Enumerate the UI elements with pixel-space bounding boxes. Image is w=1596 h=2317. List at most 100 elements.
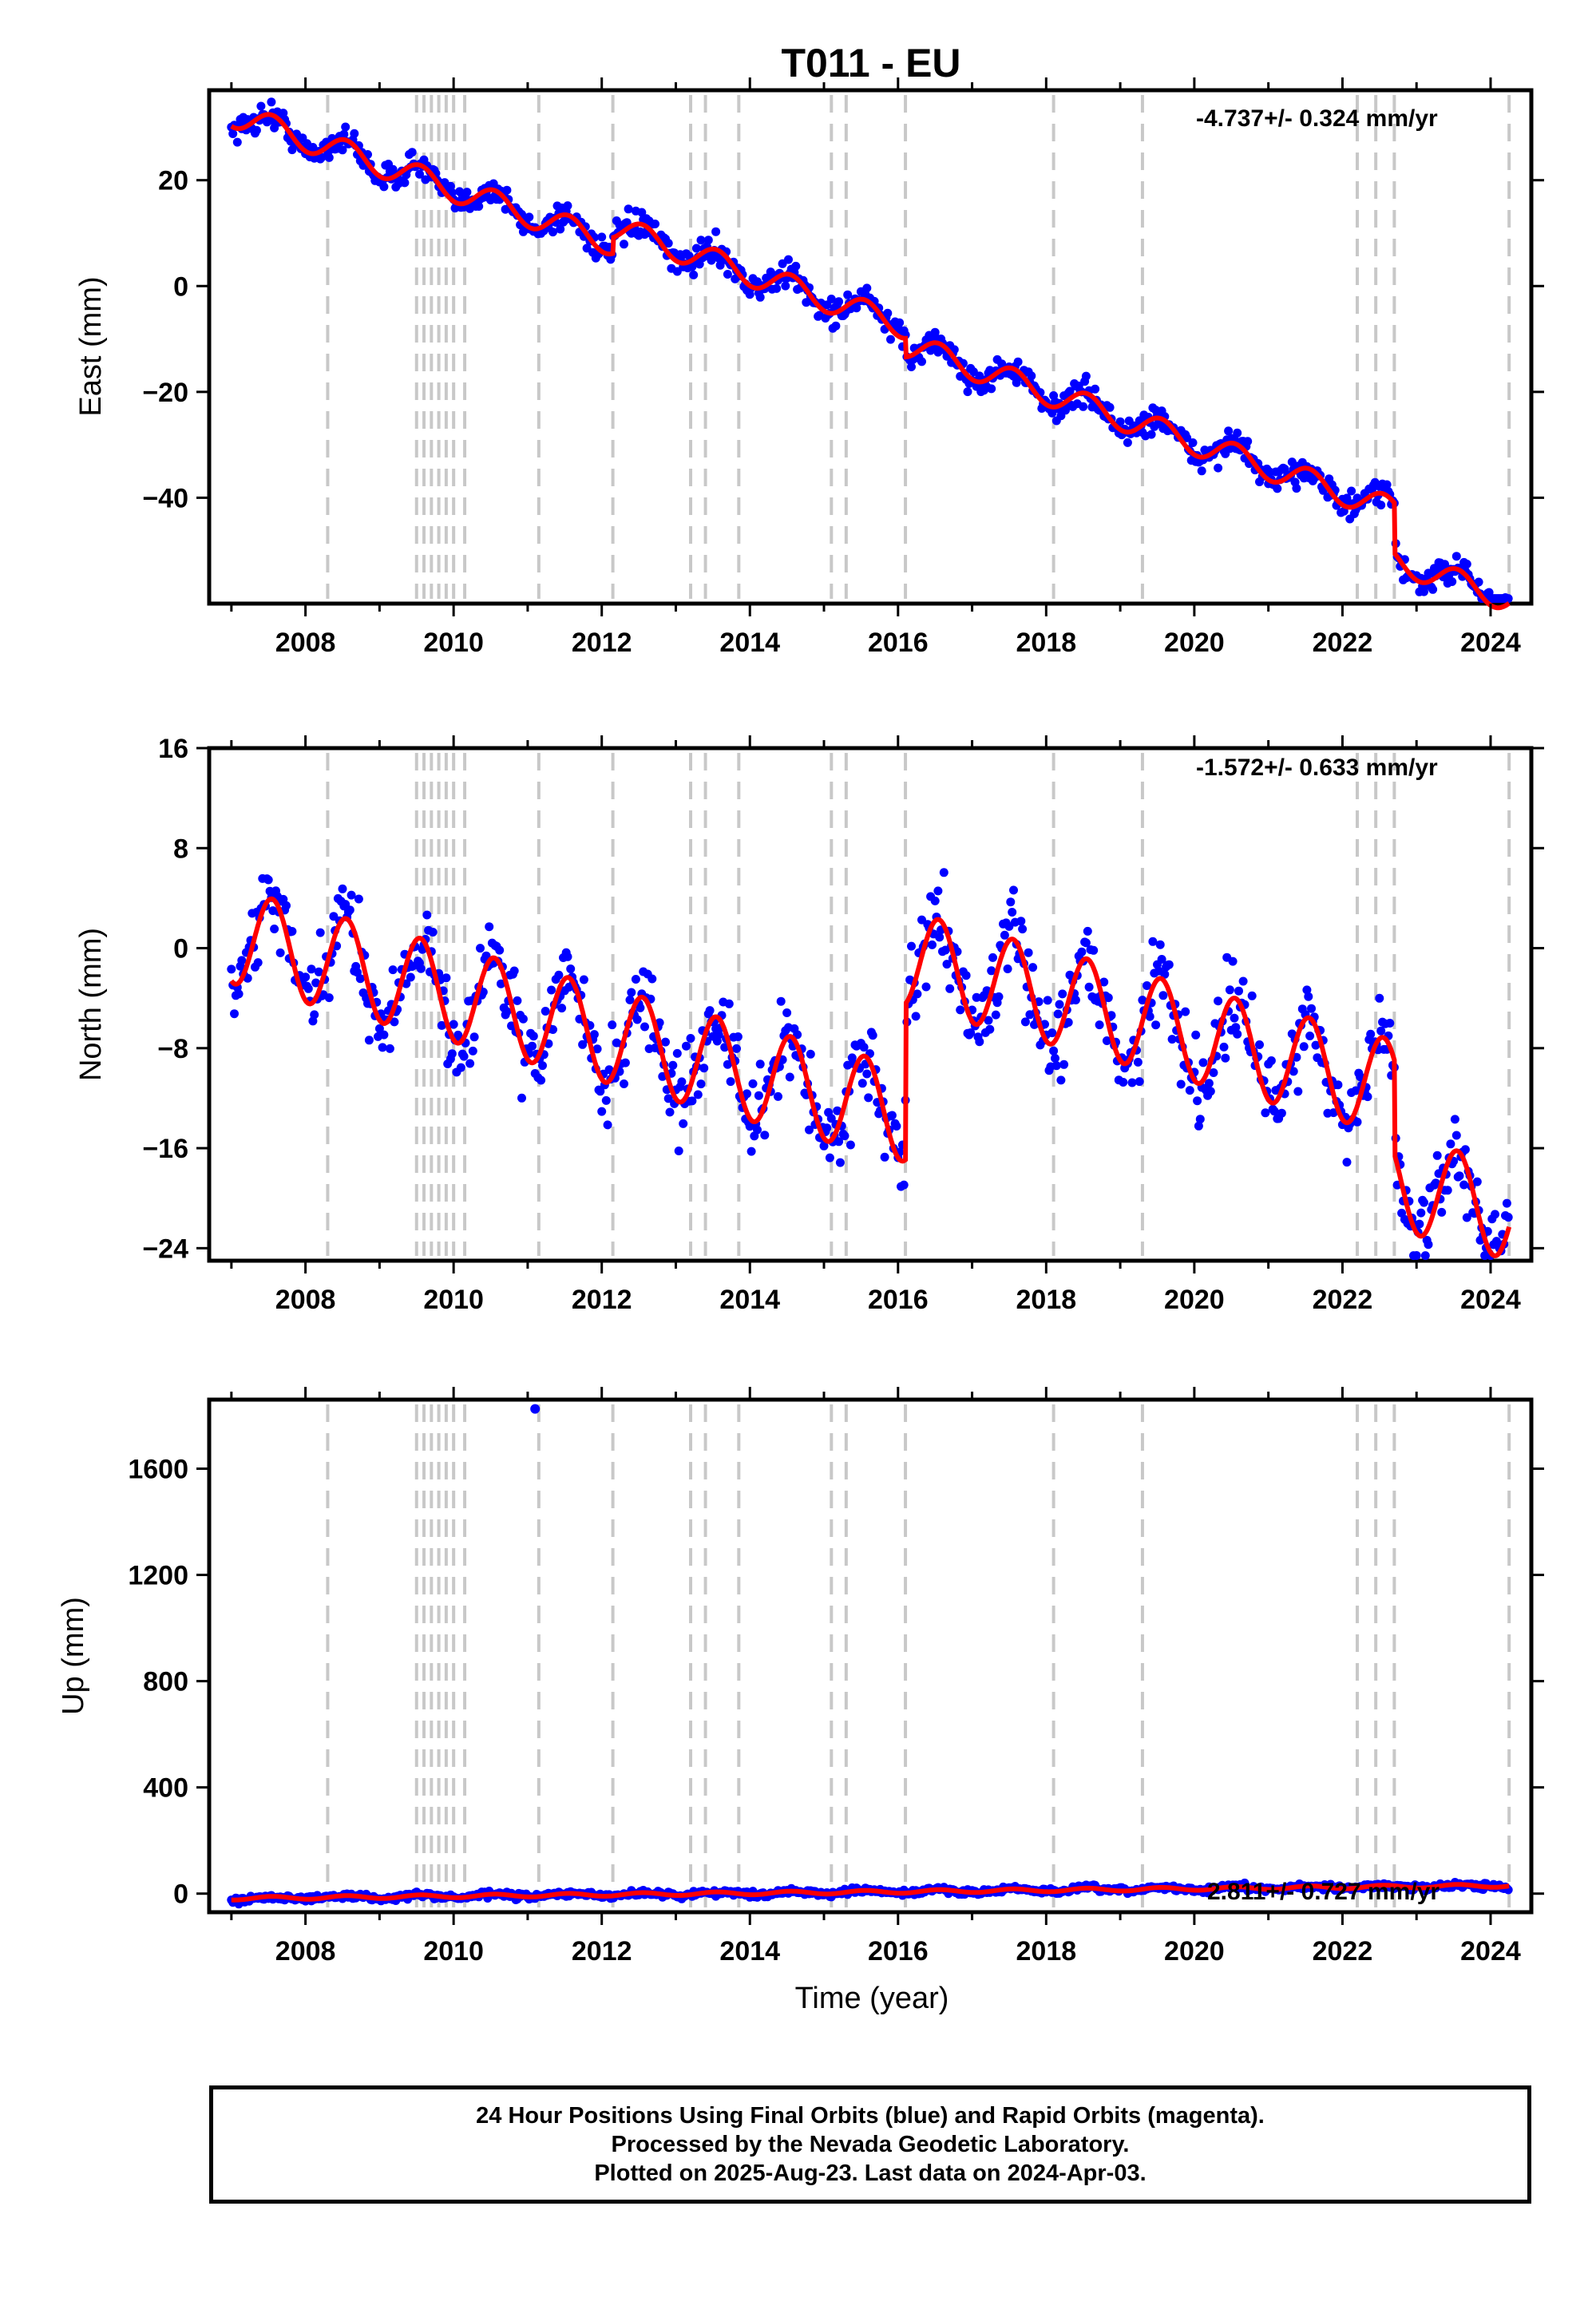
north-data-point [538, 1061, 547, 1071]
north-x-tick-label: 2010 [423, 1285, 484, 1315]
east-data-point [1273, 484, 1282, 493]
north-data-point [1206, 1087, 1215, 1096]
north-data-point [1459, 1180, 1469, 1190]
north-data-point [1209, 1068, 1218, 1077]
north-data-point [449, 1020, 458, 1029]
north-data-point [640, 1022, 649, 1032]
north-data-point [857, 1079, 867, 1088]
north-data-point [1269, 1107, 1279, 1116]
up-x-tick-label: 2016 [868, 1936, 929, 1966]
north-data-point [994, 992, 1004, 1001]
north-data-point [1450, 1115, 1459, 1124]
north-data-point [1225, 985, 1234, 995]
north-data-point [1195, 1115, 1205, 1124]
north-data-point [1472, 1177, 1482, 1186]
north-data-point [549, 1025, 557, 1034]
north-data-point [1266, 1056, 1276, 1065]
north-data-point [687, 1096, 697, 1106]
north-data-point [696, 1079, 706, 1089]
north-data-point [1095, 1020, 1104, 1030]
footer-line-orbits: 24 Hour Positions Using Final Orbits (bl… [476, 2103, 1265, 2129]
north-data-point [1055, 1000, 1064, 1009]
north-data-point [928, 940, 937, 949]
east-plot-frame [207, 88, 1534, 606]
north-x-tick-label: 2018 [1016, 1285, 1077, 1315]
east-x-tick-label: 2008 [275, 628, 336, 658]
north-data-point [668, 1060, 678, 1070]
north-data-point [388, 965, 398, 975]
east-data-point [696, 236, 706, 245]
north-data-point [282, 901, 291, 910]
north-data-point [1009, 885, 1018, 895]
north-data-point [1119, 1078, 1128, 1087]
north-data-point [966, 1028, 976, 1037]
north-data-point [945, 984, 955, 993]
east-data-point [556, 224, 565, 234]
north-x-tick-label: 2024 [1460, 1285, 1521, 1315]
east-data-point [597, 232, 607, 242]
north-data-point [1228, 957, 1238, 966]
north-data-point [782, 1008, 792, 1017]
up-x-tick-label: 2012 [572, 1936, 632, 1966]
north-data-point [234, 989, 244, 999]
north-data-point [1051, 1054, 1059, 1063]
east-data-point [1188, 438, 1198, 447]
north-rate-label: -1.572+/- 0.633 mm/yr [1196, 755, 1438, 781]
east-data-point [1079, 402, 1088, 411]
east-data-point [987, 384, 996, 394]
north-data-point [636, 1003, 645, 1012]
north-data-point [437, 1020, 446, 1030]
north-x-tick-label: 2020 [1164, 1285, 1225, 1315]
north-data-point [1333, 1080, 1343, 1090]
north-data-point [416, 964, 426, 973]
north-data-point [1063, 1018, 1073, 1027]
north-data-point [1099, 977, 1109, 987]
north-data-point [547, 985, 556, 995]
north-data-point [355, 974, 365, 984]
north-data-point [826, 1114, 836, 1123]
north-data-point [303, 984, 313, 993]
north-data-point [1000, 930, 1009, 940]
north-data-point [699, 1063, 709, 1073]
north-data-point [311, 978, 321, 988]
north-data-point [307, 964, 316, 974]
east-data-point [1292, 484, 1301, 493]
east-data-point [883, 308, 893, 318]
north-data-point [1352, 1117, 1362, 1127]
east-data-point [1243, 437, 1253, 446]
north-data-point [275, 948, 285, 957]
north-data-point [315, 928, 325, 937]
north-data-point [1138, 996, 1147, 1005]
north-y-tick-label: −16 [142, 1134, 188, 1164]
north-data-point [733, 1032, 743, 1041]
north-data-point [227, 964, 236, 974]
east-y-tick-label: 0 [173, 271, 188, 302]
north-data-point [1446, 1139, 1455, 1149]
north-data-point [913, 989, 922, 999]
north-data-point [625, 995, 635, 1004]
north-data-point [1089, 945, 1099, 955]
north-data-point [1176, 1079, 1186, 1089]
north-data-point [753, 1125, 762, 1135]
north-data-point [428, 928, 438, 937]
north-data-point [1307, 1004, 1316, 1013]
north-data-point [988, 953, 997, 962]
north-data-point [840, 1131, 849, 1141]
east-y-tick-label: −40 [142, 483, 188, 513]
north-data-point [835, 1158, 845, 1167]
north-data-point [724, 999, 734, 1008]
north-data-point [1155, 940, 1165, 949]
up-offset-lines [326, 1404, 1511, 1907]
east-model-line [230, 112, 1511, 611]
east-x-tick-label: 2014 [719, 628, 780, 658]
east-data-point [672, 267, 682, 276]
north-y-tick-label: −8 [157, 1034, 188, 1064]
east-model-path [230, 112, 1511, 611]
north-data-point [1043, 996, 1052, 1005]
north-data-point [834, 1137, 844, 1147]
up-y-tick-label: 0 [173, 1879, 188, 1910]
east-data-point [963, 387, 972, 397]
north-data-point [1415, 1219, 1424, 1229]
north-data-point [406, 972, 415, 982]
east-data-point [1347, 486, 1356, 496]
